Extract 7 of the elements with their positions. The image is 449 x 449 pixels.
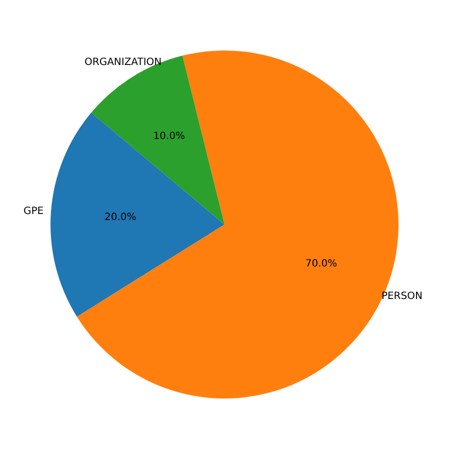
slice-label: ORGANIZATION: [84, 57, 162, 68]
pie-slice: [50, 112, 224, 317]
slice-label: PERSON: [381, 291, 422, 302]
data-label: 70.0%: [305, 258, 338, 270]
data-label: 10.0%: [153, 130, 186, 142]
data-label: 20.0%: [104, 212, 136, 224]
slice-label: GPE: [24, 206, 44, 218]
